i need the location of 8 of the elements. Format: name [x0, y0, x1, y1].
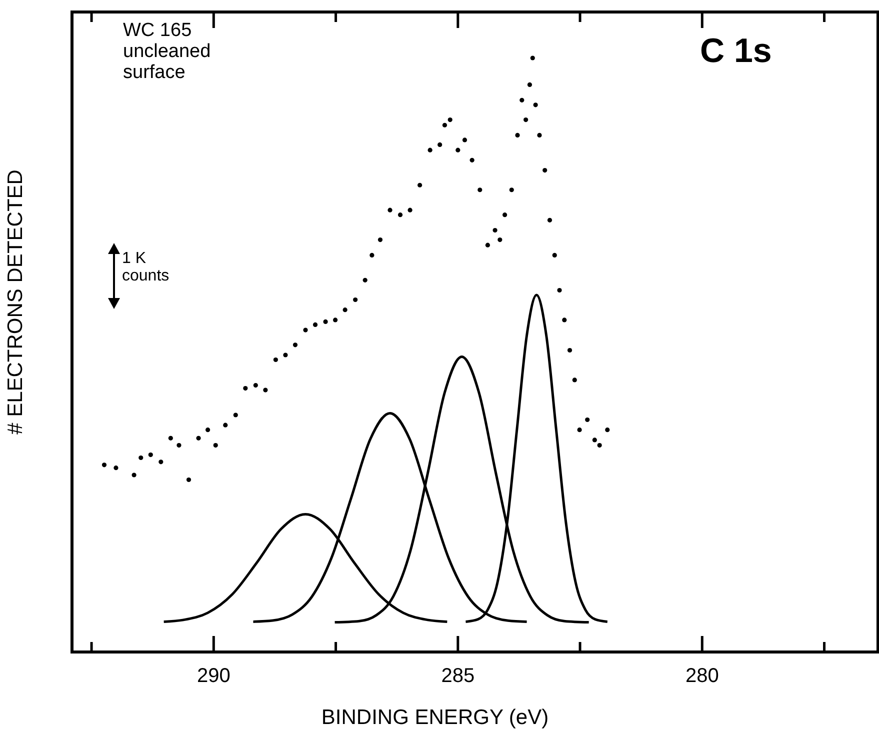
x-tick-label: 285: [441, 665, 475, 687]
y-axis-title: # ELECTRONS DETECTED: [4, 170, 27, 434]
x-tick-label: 290: [196, 665, 230, 687]
x-axis-title: BINDING ENERGY (eV): [321, 706, 549, 729]
annotation: WC 165 uncleaned surface: [123, 20, 211, 83]
x-tick-label: 280: [685, 665, 719, 687]
annotation: C 1s: [700, 32, 772, 70]
annotation: 1 K counts: [122, 250, 170, 285]
